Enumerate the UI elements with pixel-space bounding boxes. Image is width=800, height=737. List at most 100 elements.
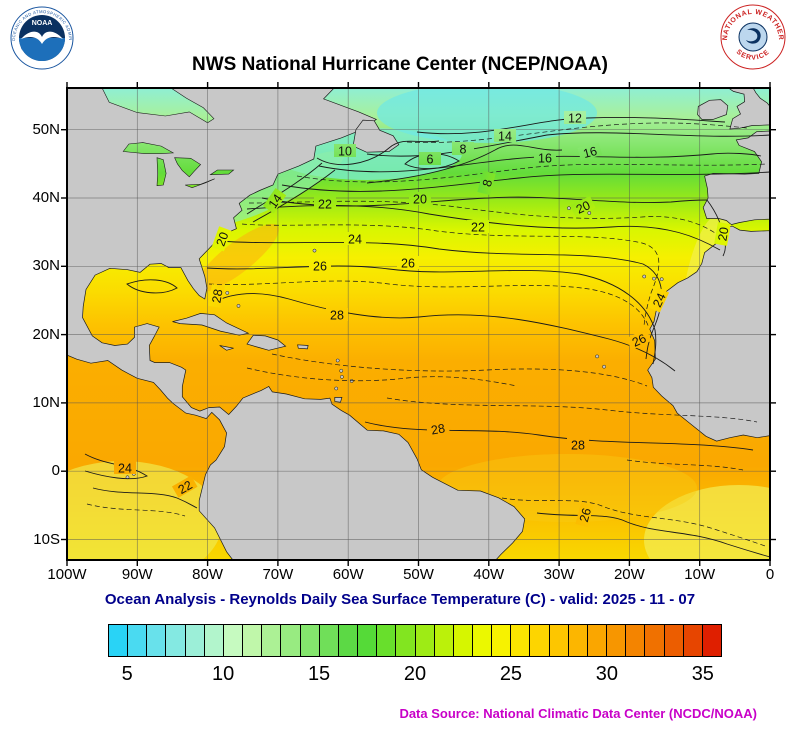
isotherm-dashed — [208, 280, 650, 329]
lon-tick-label: 70W — [262, 566, 294, 583]
colorbar-cell — [204, 625, 224, 656]
island-dot — [659, 277, 664, 282]
colorbar-tick-label: 30 — [595, 663, 618, 685]
landmass-britain — [727, 88, 770, 130]
colorbar-cell — [262, 625, 282, 656]
contour-label-backing — [419, 152, 441, 165]
colorbar-tick-label: 25 — [499, 663, 523, 685]
lon-tick-label: 20W — [613, 566, 645, 583]
contour-label-backing — [567, 438, 589, 451]
colorbar-cell — [185, 625, 205, 656]
island-dot — [335, 358, 340, 363]
contour-label-backing — [171, 475, 198, 498]
contour-label: 10 — [338, 145, 352, 159]
colorbar-cell — [377, 625, 397, 656]
noaa-abbr: NOAA — [32, 20, 53, 27]
contour-label: 8 — [460, 143, 467, 157]
contour-label-backing — [648, 287, 670, 313]
colorbar-cell — [530, 625, 550, 656]
colorbar-cell — [415, 625, 435, 656]
island-dot — [334, 386, 339, 391]
colorbar-cell — [434, 625, 454, 656]
isotherm-solid — [92, 487, 198, 509]
water-huron — [174, 157, 202, 178]
colorbar-cell — [396, 625, 416, 656]
water-superior — [122, 142, 175, 154]
lon-tick-label: 50W — [403, 566, 434, 583]
isotherm-solid — [281, 171, 770, 192]
landmass-puertorico — [297, 344, 309, 350]
land-layer — [67, 88, 770, 560]
contour-label-backing — [114, 461, 136, 474]
lon-tick-label: 60W — [332, 566, 364, 583]
colorbar-cell — [549, 625, 569, 656]
isotherm-dashed — [501, 497, 766, 547]
noaa-seagull-icon — [21, 31, 63, 44]
contour-label-backing — [467, 220, 489, 233]
sst-map: 12 14 10 6 8 16 16 8 14 22 20 20 22 24 26 26 20 28 28 24 26 2… — [61, 82, 776, 566]
contour-label: 28 — [571, 439, 585, 453]
landmass-trinidad — [334, 397, 343, 403]
cool-patch-south-atlantic — [644, 485, 770, 560]
contour-label-backing — [409, 192, 431, 205]
colorbar-cell — [319, 625, 339, 656]
lat-tick-label: 50N — [32, 120, 60, 138]
isotherm-solid — [364, 421, 754, 451]
nws-globe-icon — [738, 22, 768, 52]
landmass-newfoundland — [352, 119, 400, 153]
contour-label: 22 — [176, 478, 195, 497]
lon-tick-label: 0 — [765, 566, 775, 583]
colorbar-cell — [645, 625, 665, 656]
colorbar-cell — [223, 625, 244, 656]
colorbar-cell — [568, 625, 588, 656]
lat-tick-label: 0 — [51, 462, 60, 480]
contour-label-backing — [577, 142, 603, 161]
isotherm-dashed — [86, 503, 186, 517]
contour-label: 26 — [577, 507, 594, 524]
isotherm-label-layer: 12 14 10 6 8 16 16 8 14 22 20 20 22 24 26 26 20 28 28 24 26 2… — [114, 111, 732, 528]
lat-tick-label: 30N — [32, 257, 60, 275]
nws-hurricane-swirl-icon — [746, 28, 761, 44]
contour-label: 24 — [118, 462, 132, 476]
map-caption: Ocean Analysis - Reynolds Daily Sea Surf… — [104, 591, 696, 608]
contour-label-backing — [564, 111, 586, 124]
contour-label: 20 — [413, 193, 427, 207]
contour-label: 16 — [538, 152, 552, 166]
colorbar-cell — [626, 625, 646, 656]
contour-label-backing — [714, 221, 731, 246]
contour-label-backing — [314, 197, 336, 210]
contour-label: 24 — [650, 291, 669, 310]
colorbar-cell — [492, 625, 512, 656]
colorbar-cell — [683, 625, 703, 656]
contour-label-backing — [208, 283, 225, 308]
contour-label-backing — [397, 256, 419, 269]
lon-tick-label: 90W — [121, 566, 153, 583]
colorbar-tick-label: 15 — [307, 663, 331, 685]
colorbar-cell — [338, 625, 359, 656]
isotherm-solid — [252, 169, 336, 223]
contour-label-backing — [452, 142, 474, 155]
water-michigan — [156, 157, 167, 187]
page-title: NWS National Hurricane Center (NCEP/NOAA… — [192, 54, 608, 75]
contour-label-backing — [262, 187, 287, 214]
landmass-fr_iberia — [702, 130, 770, 225]
contour-label: 14 — [266, 192, 285, 211]
isotherm-solid — [126, 279, 178, 294]
colorbar-cell — [702, 625, 721, 656]
contour-label-backing — [575, 502, 594, 528]
contour-label: 20 — [214, 230, 232, 248]
noaa-logo: NATIONAL OCEANIC AND ATMOSPHERIC ADMINIS… — [10, 6, 74, 70]
landmass-cuba — [172, 313, 250, 336]
contour-label: 20 — [574, 198, 593, 217]
colorbar-cell — [587, 625, 608, 656]
contour-label: 16 — [582, 144, 599, 161]
lon-tick-label: 100W — [47, 566, 87, 583]
contour-label: 28 — [330, 309, 344, 323]
isotherm-solid — [318, 152, 762, 173]
contour-label: 12 — [568, 112, 582, 126]
island-dot — [236, 304, 241, 308]
contour-label-backing — [425, 420, 450, 437]
colorbar-cell — [128, 625, 148, 656]
contour-label-backing — [494, 129, 516, 142]
